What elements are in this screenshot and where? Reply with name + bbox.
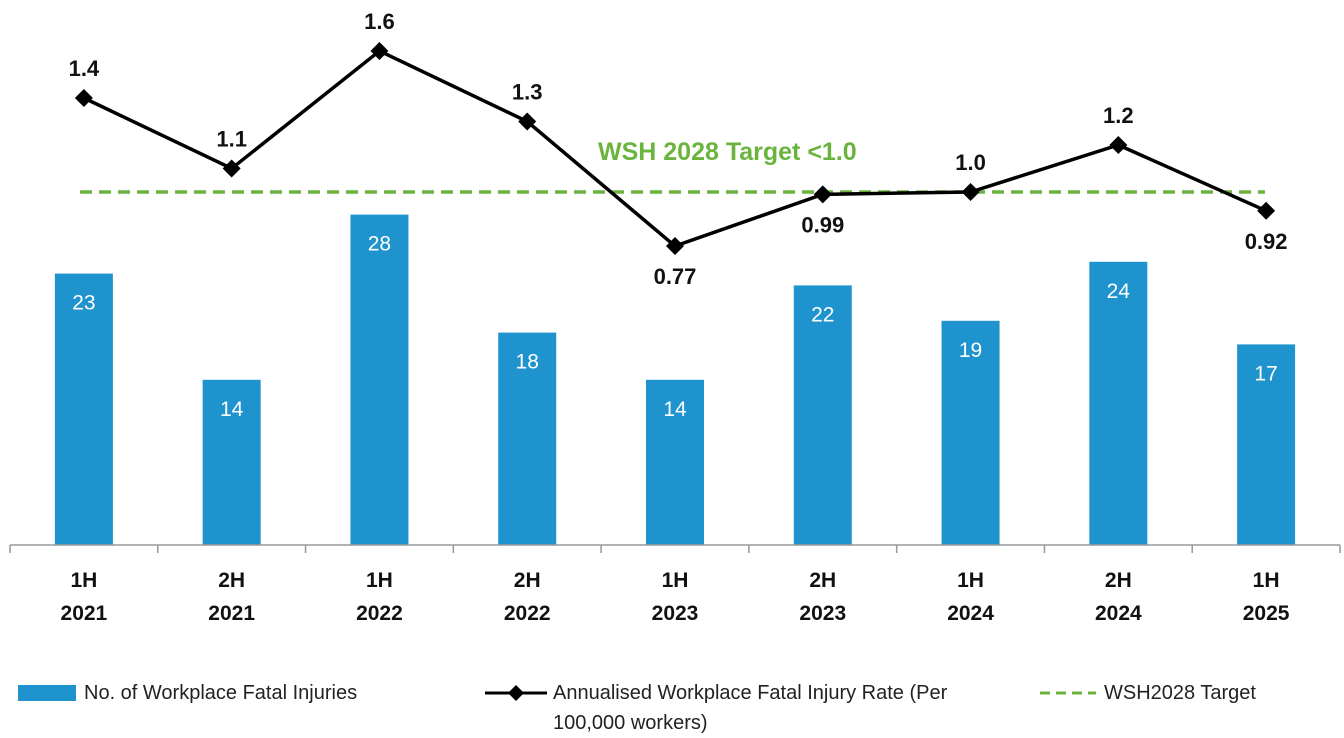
x-tick-label: 2H 2022 <box>504 569 551 625</box>
swatch-marker <box>508 685 524 701</box>
rate-marker <box>1109 136 1128 154</box>
x-tick-label: 2H 2021 <box>208 569 255 625</box>
rate-label: 1.0 <box>955 150 986 175</box>
rate-marker <box>666 237 684 256</box>
rate-label: 1.4 <box>69 56 100 81</box>
x-tick-label-line: 2022 <box>504 602 551 625</box>
x-tick-label-line: 1H <box>1253 569 1280 592</box>
bar <box>54 273 113 545</box>
chart: 23 14 28 18 14 22 19 24 17 1H 2021 2H 2021 1H 2022 2H 20… <box>9 9 1341 625</box>
legend-label: No. of Workplace Fatal Injuries <box>84 682 358 704</box>
x-tick-label-line: 1H <box>662 569 689 592</box>
rate-marker <box>1257 201 1276 220</box>
legend-item: WSH2028 Target <box>1040 678 1340 718</box>
rate-marker <box>222 159 241 178</box>
bar <box>202 379 261 545</box>
x-tick-label-line: 2024 <box>1095 602 1142 625</box>
legend-item: No. of Workplace Fatal Injuries <box>18 678 438 718</box>
bar-label: 14 <box>220 398 244 421</box>
x-tick-label-line: 2H <box>809 569 836 592</box>
x-tick-label-line: 1H <box>366 569 393 592</box>
bar-label: 22 <box>811 303 834 326</box>
rate-label: 1.1 <box>216 127 247 152</box>
bar <box>941 320 1000 545</box>
bar <box>498 332 557 545</box>
rate-label: 0.99 <box>801 212 844 237</box>
bar <box>350 214 409 545</box>
bar-label: 19 <box>959 339 982 362</box>
rate-label: 1.2 <box>1103 103 1134 128</box>
annotation: WSH 2028 Target <1.0 <box>598 138 857 166</box>
bar <box>1089 261 1148 545</box>
x-tick-label-line: 1H <box>957 569 984 592</box>
x-tick-label: 1H 2023 <box>652 569 699 625</box>
rate-label: 0.92 <box>1245 229 1288 254</box>
x-tick-label: 1H 2024 <box>947 569 994 625</box>
x-tick-label-line: 2H <box>218 569 245 592</box>
legend-swatch <box>1040 691 1096 695</box>
legend-label: Annualised Workplace Fatal Injury Rate (… <box>553 682 948 734</box>
bar-label: 18 <box>516 351 539 374</box>
x-tick-label-line: 1H <box>70 569 97 592</box>
x-tick-label-line: 2021 <box>208 602 255 625</box>
bar <box>646 379 704 545</box>
rate-marker <box>518 112 537 131</box>
legend-item: Annualised Workplace Fatal Injury Rate (… <box>485 678 965 738</box>
x-tick-label-line: 2025 <box>1243 602 1290 625</box>
rate-marker <box>961 183 980 201</box>
x-tick-label-line: 2023 <box>652 602 699 625</box>
bar <box>1237 344 1296 545</box>
x-tick-label-line: 2H <box>1105 569 1132 592</box>
bar-label: 28 <box>368 233 391 256</box>
x-tick-label: 1H 2021 <box>61 569 108 625</box>
x-tick-label: 1H 2025 <box>1243 569 1290 625</box>
rate-label: 1.3 <box>512 80 543 105</box>
rate-marker <box>74 89 93 107</box>
rate-label: 1.6 <box>364 9 395 34</box>
x-tick-label-line: 2023 <box>799 602 846 625</box>
legend-label: WSH2028 Target <box>1104 682 1256 704</box>
bar-label: 24 <box>1107 280 1131 303</box>
swatch <box>18 685 76 701</box>
x-tick-label-line: 2022 <box>356 602 403 625</box>
legend-swatch <box>485 685 547 701</box>
bar-label: 14 <box>663 398 687 421</box>
bar <box>793 285 852 545</box>
rate-label: 0.77 <box>654 264 697 289</box>
x-tick-label: 2H 2024 <box>1095 569 1142 625</box>
x-tick-label-line: 2021 <box>61 602 108 625</box>
bar-label: 17 <box>1254 362 1277 385</box>
x-tick-label-line: 2H <box>514 569 541 592</box>
x-tick-label: 2H 2023 <box>799 569 846 625</box>
x-tick-label: 1H 2022 <box>356 569 403 625</box>
x-tick-label-line: 2024 <box>947 602 994 625</box>
legend-swatch <box>18 685 76 701</box>
rate-marker <box>370 42 389 60</box>
rate-marker <box>813 185 832 204</box>
bar-label: 23 <box>72 292 95 315</box>
